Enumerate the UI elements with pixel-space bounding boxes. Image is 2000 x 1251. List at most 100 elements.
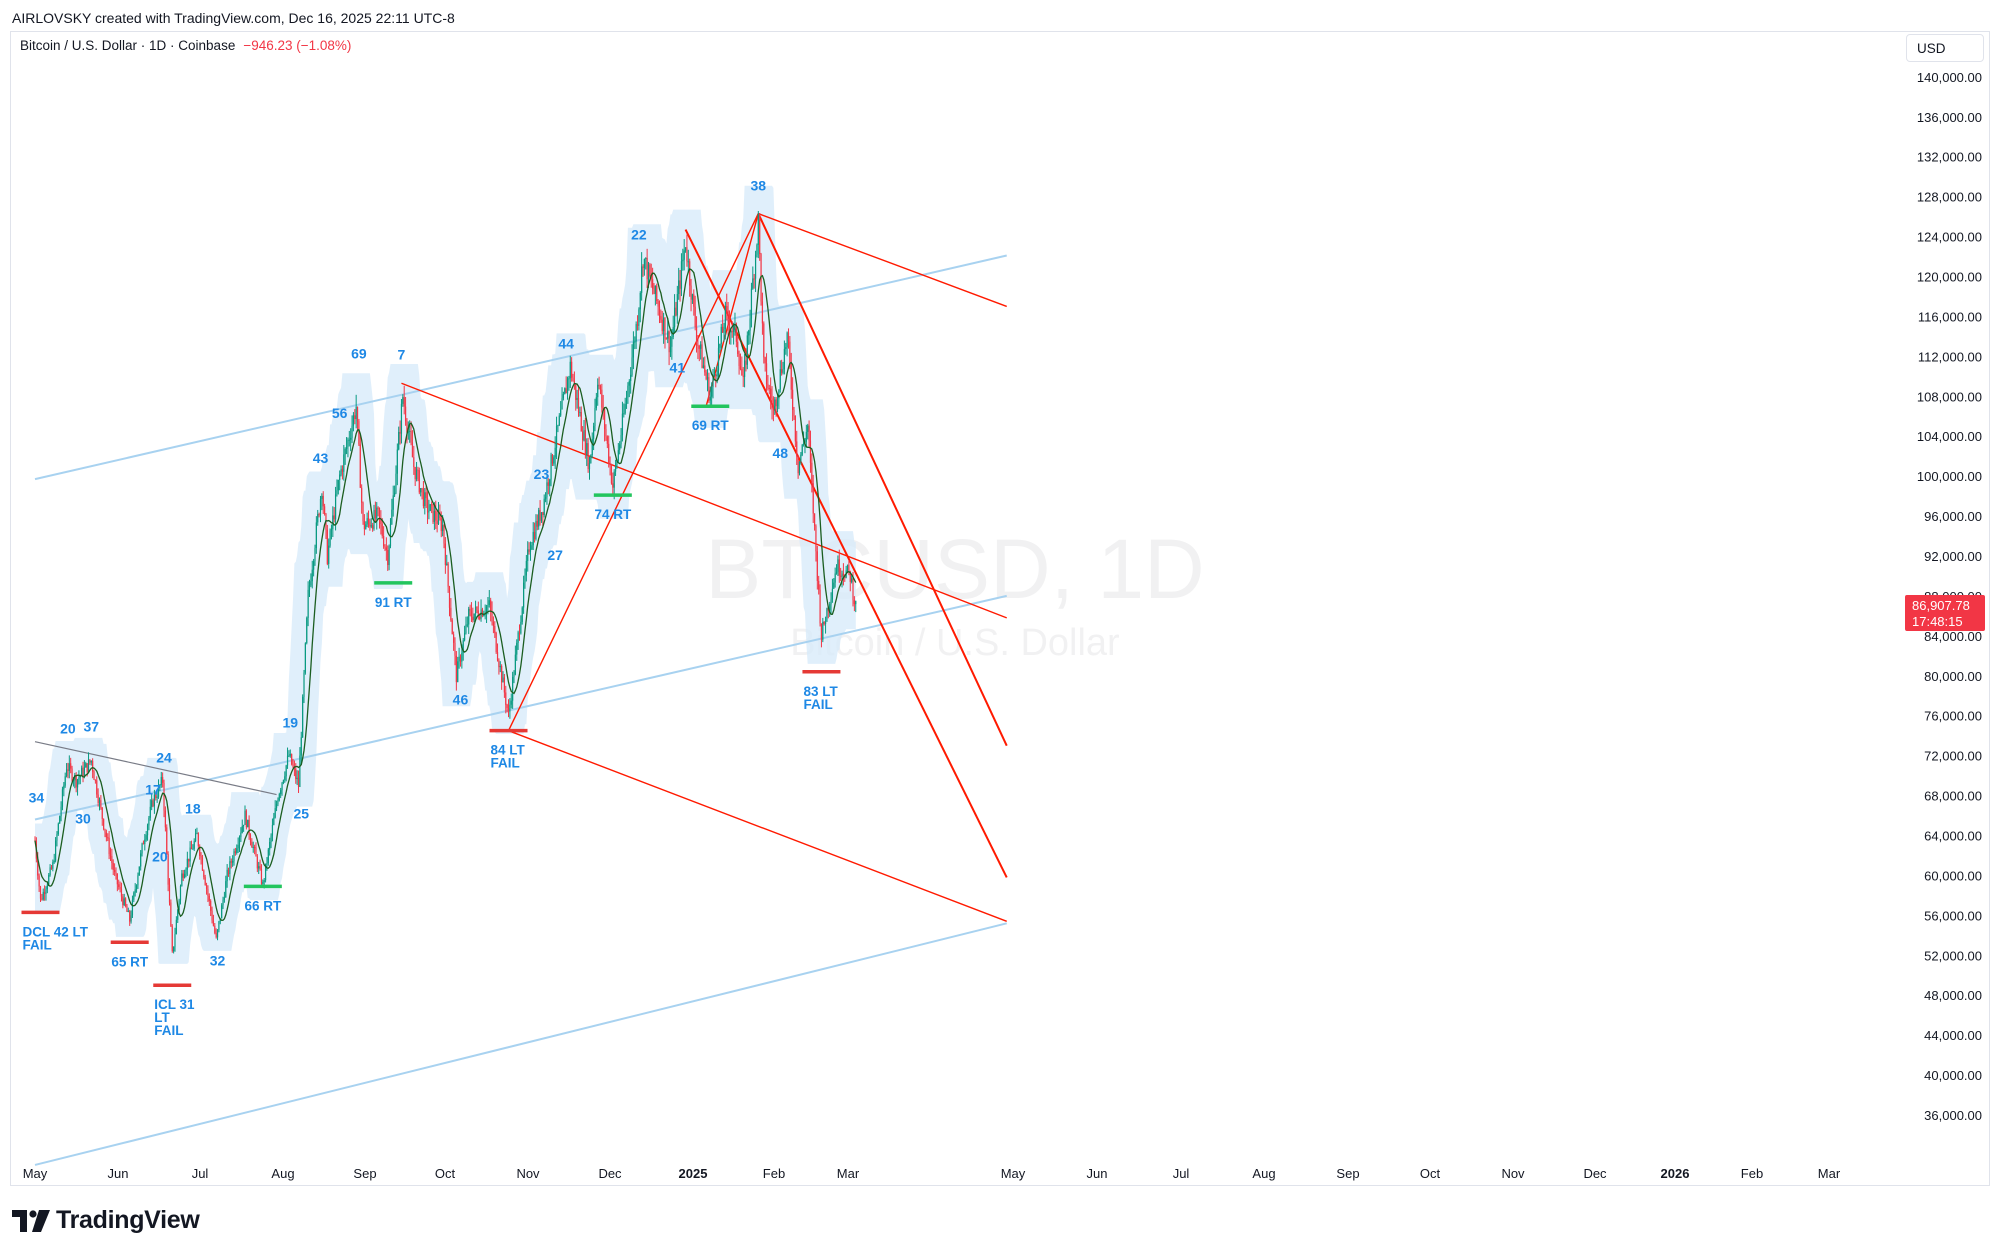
candle-body: [576, 397, 578, 400]
candle-body: [241, 826, 243, 833]
candle-body: [350, 437, 352, 440]
trend-line-3: [684, 229, 1008, 878]
candle-body: [444, 543, 446, 565]
candle-body: [528, 549, 530, 552]
candle-body: [520, 621, 522, 634]
candle-body: [203, 870, 205, 878]
candle-body: [184, 874, 186, 878]
candle-body: [715, 374, 717, 377]
candle-body: [525, 560, 527, 576]
candle-body: [819, 589, 821, 624]
candle-body: [415, 469, 418, 480]
candle-body: [679, 280, 681, 289]
candle-body: [453, 634, 455, 643]
candle-body: [76, 779, 79, 788]
candle-body: [369, 521, 371, 527]
time-axis-label: Feb: [1741, 1166, 1763, 1181]
candle-body: [757, 214, 759, 245]
last-price-tag: 86,907.78 17:48:15: [1905, 595, 1985, 631]
candle-body: [533, 531, 536, 540]
candle-body: [352, 415, 355, 426]
candle-body: [340, 468, 342, 475]
candle-body: [590, 455, 592, 463]
candle-body: [402, 397, 404, 404]
candle-body: [846, 564, 849, 571]
candle-body: [175, 919, 177, 935]
time-axis-label: 2026: [1661, 1166, 1690, 1181]
time-axis-label: Dec: [598, 1166, 622, 1181]
price-axis[interactable]: 140,000.00 136,000.00 132,000.00 128,000.00…: [1917, 70, 1982, 1123]
symbol-legend[interactable]: Bitcoin / U.S. Dollar · 1D · Coinbase −94…: [20, 38, 351, 53]
candle-body: [179, 886, 182, 901]
candle-body: [566, 378, 569, 394]
candle-body: [269, 841, 271, 850]
candle-body: [259, 866, 261, 870]
candle-body: [750, 288, 753, 319]
candle-body: [653, 288, 655, 294]
cycle-count-labels: 34 20 37 30 17 24 20 18 32 19 25 43 56 69 7 46 23 44 27 22 4…: [29, 178, 789, 969]
candle-body: [684, 247, 687, 251]
candle-body: [388, 546, 390, 566]
candle-body: [580, 412, 582, 432]
candle-body: [149, 806, 151, 818]
candle-body: [142, 843, 145, 845]
price-axis-label: 40,000.00: [1924, 1068, 1982, 1083]
candle-body: [477, 610, 479, 617]
candle-body: [211, 910, 213, 921]
currency-selector[interactable]: USD: [1906, 34, 1984, 62]
candle-body: [214, 925, 216, 933]
symbol-title[interactable]: Bitcoin / U.S. Dollar · 1D · Coinbase: [20, 38, 236, 53]
candle-body: [551, 454, 554, 464]
candle-body: [447, 563, 449, 587]
candle-body: [107, 837, 109, 839]
candle-body: [613, 471, 615, 488]
candle-body: [296, 777, 298, 780]
candle-body: [595, 397, 597, 409]
candle-body: [572, 377, 574, 381]
candle-body: [392, 495, 394, 510]
last-price-value: 86,907.78: [1912, 598, 1970, 613]
cycle-low-label: 91 RT: [375, 595, 413, 610]
candle-body: [540, 512, 543, 521]
candle-body: [148, 817, 150, 826]
candle-body: [557, 425, 559, 427]
candle-body: [495, 632, 497, 653]
candle-body: [254, 846, 256, 848]
candle-body: [381, 524, 383, 536]
candle-body: [317, 514, 319, 523]
candle-body: [71, 768, 73, 781]
candle-body: [178, 900, 180, 911]
candle-body: [532, 531, 534, 546]
candle-body: [834, 573, 836, 583]
candle-body: [273, 817, 275, 825]
candle-body: [660, 316, 662, 320]
candle-body: [809, 440, 812, 463]
candle-body: [192, 848, 194, 850]
time-axis[interactable]: May Jun Jul Aug Sep Oct Nov Dec 2025 Feb Mar May Jun…: [23, 1166, 1841, 1181]
candle-body: [326, 529, 328, 564]
cycle-count-label: 34: [29, 790, 45, 806]
time-axis-label: Sep: [1336, 1166, 1359, 1181]
candle-body: [78, 777, 80, 780]
cycle-count-label: 18: [185, 801, 201, 817]
cycle-count-label: 22: [631, 227, 647, 243]
candle-body: [367, 518, 370, 522]
tradingview-logo[interactable]: TradingView: [12, 1206, 200, 1235]
candle-body: [377, 507, 379, 509]
candle-body: [793, 409, 795, 416]
candle-body: [380, 518, 382, 525]
candle-body: [632, 341, 635, 358]
trend-line-5: [758, 212, 1007, 308]
candle-body: [599, 386, 602, 390]
candle-body: [230, 861, 232, 863]
candle-body: [672, 327, 674, 337]
candle-body: [658, 306, 661, 317]
cycle-count-label: 69: [351, 345, 367, 361]
candle-body: [792, 389, 794, 410]
cycle-count-label: 27: [547, 547, 563, 563]
candle-body: [591, 438, 593, 456]
candle-body: [302, 696, 304, 738]
cycle-low-label: FAIL: [154, 1023, 183, 1038]
candle-body: [68, 763, 70, 771]
